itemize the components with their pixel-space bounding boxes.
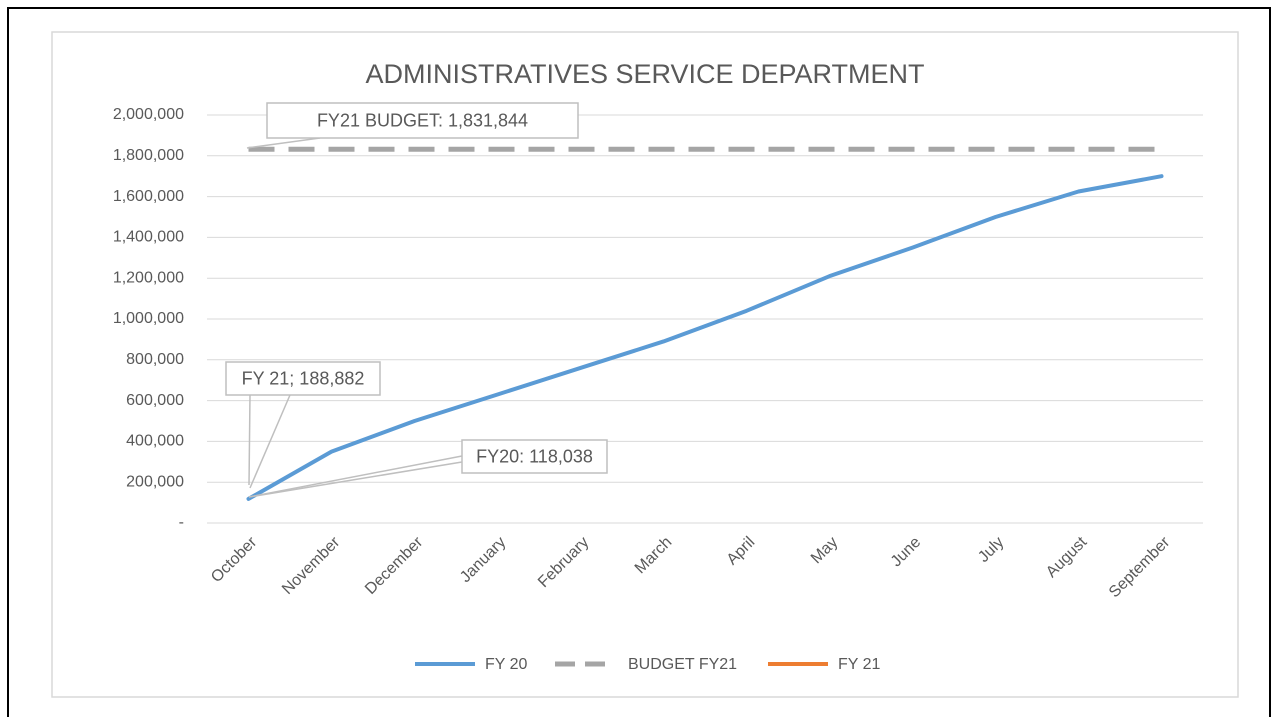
annotation-text: FY21 BUDGET: 1,831,844 [317, 110, 528, 130]
legend-label: FY 21 [838, 656, 881, 673]
annotation-box [225, 361, 381, 396]
y-tick-label: 1,000,000 [113, 310, 184, 327]
y-tick-label: 400,000 [126, 433, 184, 450]
y-tick-label: 800,000 [126, 351, 184, 368]
y-tick-label: 200,000 [126, 473, 184, 490]
series-line [246, 174, 1164, 501]
y-tick-label: 2,000,000 [113, 106, 184, 123]
annotation-leader [248, 461, 463, 498]
y-tick-label: 1,600,000 [113, 188, 184, 205]
annotation-leader [246, 137, 321, 149]
chart-title: ADMINISTRATIVES SERVICE DEPARTMENT [365, 59, 924, 89]
annotation-leader [248, 455, 463, 498]
annotation-text: FY20: 118,038 [476, 446, 593, 466]
legend-label: BUDGET FY21 [628, 656, 737, 673]
page-frame [7, 7, 1271, 722]
y-tick-label: - [179, 514, 184, 531]
y-tick-label: 600,000 [126, 392, 184, 409]
annotation-leader [249, 394, 291, 489]
annotation-box [266, 102, 579, 139]
y-tick-label: 1,800,000 [113, 147, 184, 164]
legend-label: FY 20 [485, 656, 528, 673]
y-tick-label: 1,200,000 [113, 269, 184, 286]
y-tick-label: 1,400,000 [113, 229, 184, 246]
annotation-box [461, 439, 608, 474]
annotation-leader [248, 394, 251, 486]
annotation-text: FY 21; 188,882 [242, 368, 365, 388]
